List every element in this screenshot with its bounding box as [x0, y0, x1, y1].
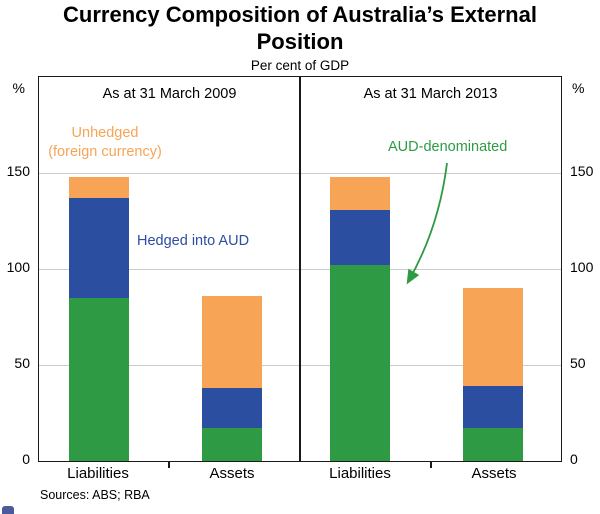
bar-segment-aud-denominated: [463, 428, 524, 461]
bar-segment-aud-denominated: [202, 428, 263, 461]
x-label-assets-2013: Assets: [471, 465, 517, 482]
sources-note: Sources: ABS; RBA: [40, 488, 150, 502]
cropped-ui-fragment: [2, 506, 14, 514]
bar-segment-unhedged-foreign-currency-: [330, 176, 391, 210]
chart-subtitle: Per cent of GDP: [250, 58, 350, 73]
y-tick-left-100: 100: [6, 259, 30, 275]
panel-header-2009: As at 31 March 2009: [102, 86, 237, 102]
y-tick-right-150: 150: [570, 163, 594, 179]
bar-segment-aud-denominated: [330, 265, 391, 461]
y-tick-right-0: 0: [570, 451, 578, 467]
y-tick-left-150: 150: [6, 163, 30, 179]
y-tick-left-0: 0: [22, 451, 30, 467]
y-tick-right-50: 50: [570, 355, 586, 371]
x-axis-tick-right-panel: [430, 462, 432, 468]
x-label-liabilities-2013: Liabilities: [329, 465, 391, 482]
bar-liabilities-panel1: [69, 176, 130, 461]
chart-title: Currency Composition of Australia’s Exte…: [63, 2, 537, 54]
y-axis-left: % 0 50 100 150: [0, 76, 34, 467]
bar-assets-panel1: [202, 295, 263, 461]
bar-liabilities-panel2: [330, 176, 391, 461]
bar-segment-unhedged-foreign-currency-: [463, 288, 524, 387]
bar-segment-unhedged-foreign-currency-: [69, 176, 130, 198]
bar-segment-hedged-into-aud: [463, 386, 524, 429]
bar-segment-aud-denominated: [69, 297, 130, 461]
annotation-hedged: Hedged into AUD: [137, 233, 250, 249]
panel-divider: [299, 77, 301, 461]
annotation-unhedged-line2: (foreign currency): [48, 143, 162, 160]
annotation-unhedged-line1: Unhedged: [71, 125, 139, 141]
x-label-liabilities-2009: Liabilities: [67, 465, 129, 482]
x-label-assets-2009: Assets: [209, 465, 255, 482]
bar-segment-hedged-into-aud: [69, 197, 130, 298]
bar-segment-unhedged-foreign-currency-: [202, 295, 263, 389]
panel-header-2013: As at 31 March 2013: [363, 86, 498, 102]
y-axis-unit-left: %: [12, 80, 25, 96]
x-axis-tick-left-panel: [168, 462, 170, 468]
bar-assets-panel2: [463, 288, 524, 461]
y-tick-left-50: 50: [14, 355, 30, 371]
annotation-unhedged: Unhedged (foreign currency): [22, 124, 188, 162]
annotation-aud: AUD-denominated: [388, 139, 508, 155]
bar-segment-hedged-into-aud: [202, 388, 263, 429]
y-axis-right: % 0 50 100 150: [566, 76, 600, 467]
y-axis-unit-right: %: [572, 80, 585, 96]
bar-segment-hedged-into-aud: [330, 209, 391, 266]
plot-area: As at 31 March 2009 As at 31 March 2013: [38, 76, 562, 462]
y-tick-right-100: 100: [570, 259, 594, 275]
